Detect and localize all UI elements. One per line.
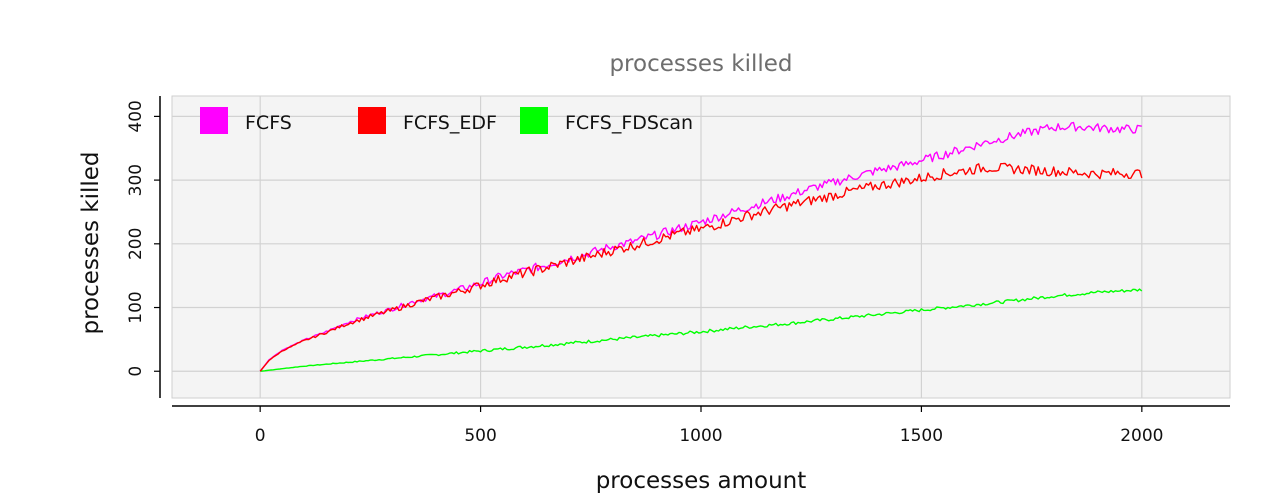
y-tick-label: 400 (126, 100, 146, 132)
series-line-fcfs-fdscan (260, 288, 1143, 372)
legend-label: FCFS (245, 112, 292, 134)
legend-label: FCFS_EDF (403, 112, 497, 134)
legend-swatch (520, 107, 548, 134)
plot-area: 0 500 1000 1500 2000 0 100 200 300 400 FCFS FCFS_ED… (126, 95, 1231, 446)
legend-label: FCFS_FDScan (565, 112, 693, 134)
x-axis-title: processes amount (596, 468, 807, 494)
x-tick-label: 2000 (1120, 426, 1163, 446)
x-tick-label: 500 (464, 426, 496, 446)
y-tick-label: 0 (126, 366, 146, 377)
y-tick-label: 200 (126, 228, 146, 260)
series-line-fcfs-edf (259, 162, 1143, 372)
legend-swatch (200, 107, 228, 134)
legend-swatch (358, 107, 386, 134)
y-axis-title: processes killed (78, 151, 104, 334)
y-tick-label: 300 (126, 164, 146, 196)
x-tick-label: 1000 (679, 426, 722, 446)
chart-title: processes killed (609, 51, 792, 77)
x-tick-label: 0 (255, 426, 266, 446)
y-tick-label: 100 (126, 291, 146, 323)
x-tick-label: 1500 (900, 426, 943, 446)
